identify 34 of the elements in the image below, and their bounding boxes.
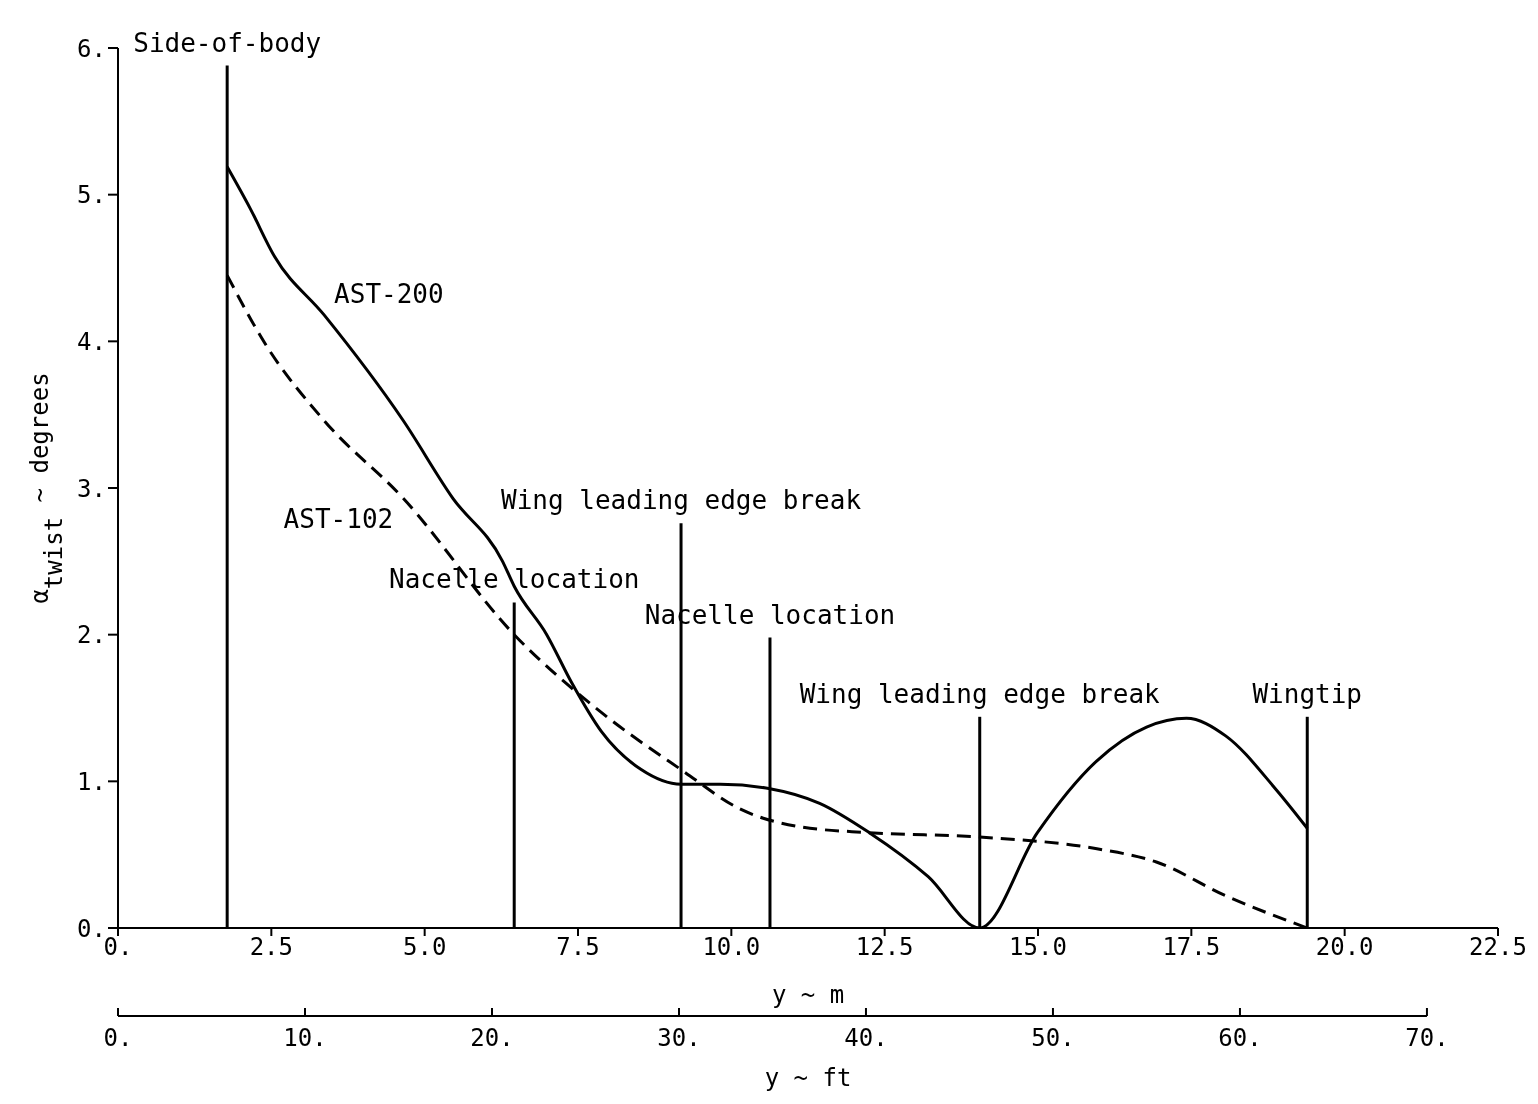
y-tick-label: 5.: [77, 181, 106, 210]
x2-tick-label: 50.: [1031, 1024, 1075, 1052]
ref-line-label: Wingtip: [1252, 678, 1363, 709]
x2-tick-label: 70.: [1405, 1024, 1449, 1052]
x-tick-label: 7.5: [556, 933, 600, 962]
ref-line-label: Side-of-body: [133, 27, 322, 58]
x2-tick-label: 10.: [283, 1024, 327, 1052]
x2-tick-label: 30.: [657, 1024, 701, 1052]
y-tick-label: 0.: [77, 914, 106, 943]
y-tick-label: 4.: [77, 327, 106, 356]
x-tick-label: 15.0: [1009, 933, 1067, 962]
series-label: AST-102: [283, 504, 394, 535]
x2-axis-title: y ~ ft: [764, 1064, 852, 1092]
y-tick-label: 2.: [77, 621, 106, 650]
x-tick-label: 10.0: [702, 933, 761, 962]
x-tick-label: 0.: [103, 933, 133, 962]
y-tick-label: 3.: [77, 474, 106, 503]
x2-tick-label: 40.: [844, 1024, 888, 1052]
x-tick-label: 5.0: [402, 933, 447, 962]
ref-line-label: Wing leading edge break: [799, 678, 1161, 709]
x-tick-label: 17.5: [1162, 933, 1221, 962]
y-tick-label: 6.: [77, 34, 106, 63]
x-tick-label: 12.5: [855, 933, 914, 962]
ref-line-label: Nacelle location: [388, 564, 640, 595]
ref-line-label: Wing leading edge break: [501, 485, 862, 516]
x2-tick-label: 60.: [1218, 1024, 1262, 1052]
x-tick-label: 20.0: [1315, 933, 1374, 962]
x-tick-label: 22.5: [1469, 933, 1527, 962]
x2-tick-label: 20.: [470, 1024, 514, 1052]
series-label: AST-200: [334, 278, 444, 309]
x2-tick-label: 0.: [103, 1024, 133, 1052]
y-tick-label: 1.: [77, 767, 106, 796]
x-axis-title: y ~ m: [771, 981, 845, 1009]
x-tick-label: 2.5: [249, 933, 294, 962]
